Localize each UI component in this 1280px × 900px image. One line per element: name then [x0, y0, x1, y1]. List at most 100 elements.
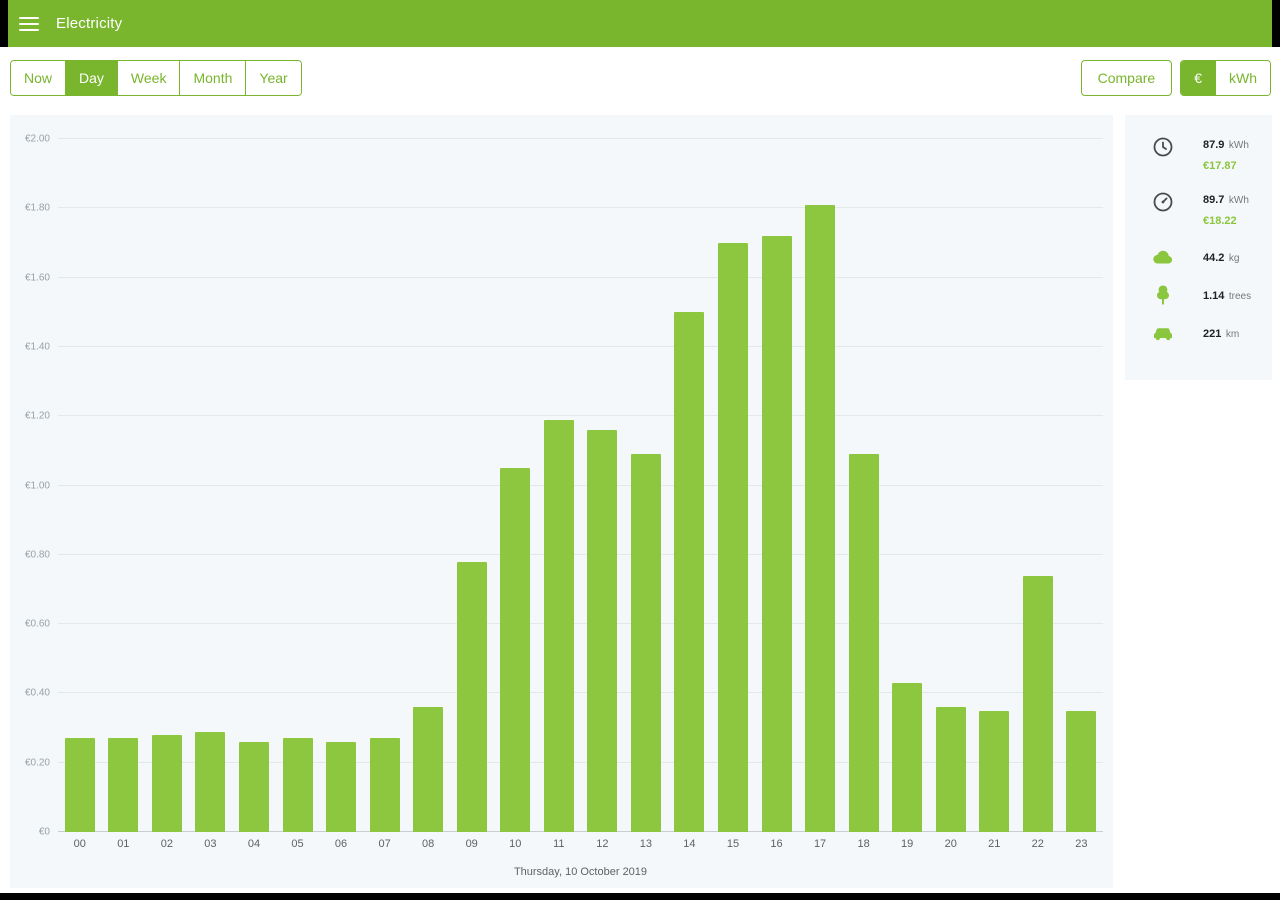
stat-price: €17.87 [1203, 160, 1237, 172]
bar-15[interactable] [717, 243, 748, 832]
bar-13[interactable] [630, 454, 661, 832]
bar-slot [1016, 139, 1060, 832]
bar-10[interactable] [500, 468, 531, 832]
y-tick-label: €0.80 [24, 549, 50, 561]
bar-03[interactable] [195, 731, 226, 832]
x-tick-label: 15 [726, 838, 740, 850]
bar-05[interactable] [282, 738, 313, 832]
stat-value: 221 [1203, 328, 1222, 340]
bar-20[interactable] [935, 707, 966, 832]
x-tick-label: 19 [901, 838, 914, 850]
gridline [58, 345, 1103, 347]
bar-04[interactable] [238, 741, 269, 832]
chart-panel: €2.00 €1.80 €1.60 €1.40 €1.20 €1.00 €0.80 €0.60… [10, 115, 1113, 888]
x-tick-label: 22 [1031, 838, 1044, 850]
bar-02[interactable] [151, 735, 182, 832]
stat-unit: trees [1228, 291, 1252, 302]
x-axis-labels: 00 01 02 03 04 05 06 07 08 09 10 11 12 13 14 15 16 17 18 19… [58, 838, 1103, 850]
stat-row: 221 km [1125, 321, 1272, 345]
unit-euro[interactable]: € [1181, 61, 1215, 95]
gridline [58, 761, 1103, 763]
x-tick-label: 07 [378, 838, 391, 850]
compare-button[interactable]: Compare [1080, 60, 1173, 96]
x-tick-label: 10 [509, 838, 522, 850]
bar-slot [145, 139, 189, 832]
bar-slot [319, 139, 363, 832]
bar-08[interactable] [413, 707, 444, 832]
x-tick-label: 11 [553, 838, 565, 850]
y-tick-label: €1.00 [24, 480, 50, 491]
x-tick-label: 00 [73, 838, 86, 850]
bar-slot [972, 139, 1016, 832]
x-tick-label: 13 [639, 838, 652, 850]
gridline [58, 553, 1103, 555]
bar-slot [493, 139, 537, 832]
stat-row: 1.14 trees [1125, 283, 1272, 307]
bar-12[interactable] [587, 430, 618, 832]
y-tick-label: €0 [38, 826, 50, 838]
bar-slot [581, 139, 625, 832]
bar-slot [189, 139, 233, 832]
bar-16[interactable] [761, 236, 792, 832]
bar-21[interactable] [979, 710, 1010, 832]
bar-06[interactable] [326, 741, 357, 832]
bar-18[interactable] [848, 454, 879, 832]
y-tick-label: €1.80 [24, 202, 50, 214]
x-tick-label: 18 [857, 838, 870, 850]
stat-row: 89.7 kWh €18.22 [1125, 190, 1272, 227]
bar-01[interactable] [108, 738, 139, 832]
bar-14[interactable] [674, 312, 705, 832]
plot-area [58, 138, 1103, 832]
bar-23[interactable] [1066, 710, 1097, 832]
bottom-bar [0, 893, 1280, 900]
bar-22[interactable] [1022, 575, 1053, 832]
bar-17[interactable] [805, 204, 836, 832]
menu-icon[interactable] [19, 13, 39, 35]
stat-unit: kg [1228, 253, 1240, 264]
bar-slot [842, 139, 886, 832]
bars [58, 139, 1103, 832]
stat-unit: km [1225, 329, 1240, 340]
gridline [58, 484, 1103, 486]
y-tick-label: €1.20 [24, 410, 50, 422]
bar-slot [232, 139, 276, 832]
stat-row: 44.2 kg [1125, 245, 1272, 269]
bar-slot [885, 139, 929, 832]
bar-00[interactable] [64, 738, 95, 832]
bar-slot [668, 139, 712, 832]
unit-toggle: € kWh [1180, 60, 1271, 96]
gridline [58, 692, 1103, 694]
bar-slot [276, 139, 320, 832]
tab-now[interactable]: Now [11, 61, 66, 95]
tab-day[interactable]: Day [65, 61, 117, 95]
stat-value: 44.2 [1203, 252, 1225, 264]
x-tick-label: 01 [117, 838, 130, 850]
bar-11[interactable] [543, 419, 574, 832]
tree-icon [1151, 283, 1175, 307]
bar-07[interactable] [369, 738, 400, 832]
bar-19[interactable] [892, 683, 923, 832]
unit-kwh[interactable]: kWh [1215, 61, 1270, 95]
bar-slot [711, 139, 755, 832]
screen-corner-left [0, 0, 8, 47]
screen-corner-right [1272, 0, 1280, 47]
period-tabs: Now Day Week Month Year [10, 60, 302, 96]
tab-year[interactable]: Year [245, 61, 301, 95]
tab-week[interactable]: Week [116, 61, 180, 95]
gridline [58, 207, 1103, 209]
bar-09[interactable] [456, 561, 487, 832]
y-tick-label: €2.00 [24, 133, 50, 145]
car-icon [1151, 321, 1175, 345]
x-tick-label: 16 [770, 838, 783, 850]
x-tick-label: 02 [160, 838, 173, 850]
stat-value: 1.14 [1203, 290, 1225, 302]
gridline [58, 138, 1103, 139]
bar-slot [1060, 139, 1104, 832]
bar-slot [798, 139, 842, 832]
y-tick-label: €1.40 [24, 341, 50, 353]
stats-panel: 87.9 kWh €17.87 89.7 kWh €18.22 44.2 kg … [1125, 115, 1272, 380]
x-tick-label: 21 [988, 838, 1001, 850]
tab-month[interactable]: Month [179, 61, 246, 95]
stat-price: €18.22 [1203, 215, 1237, 227]
